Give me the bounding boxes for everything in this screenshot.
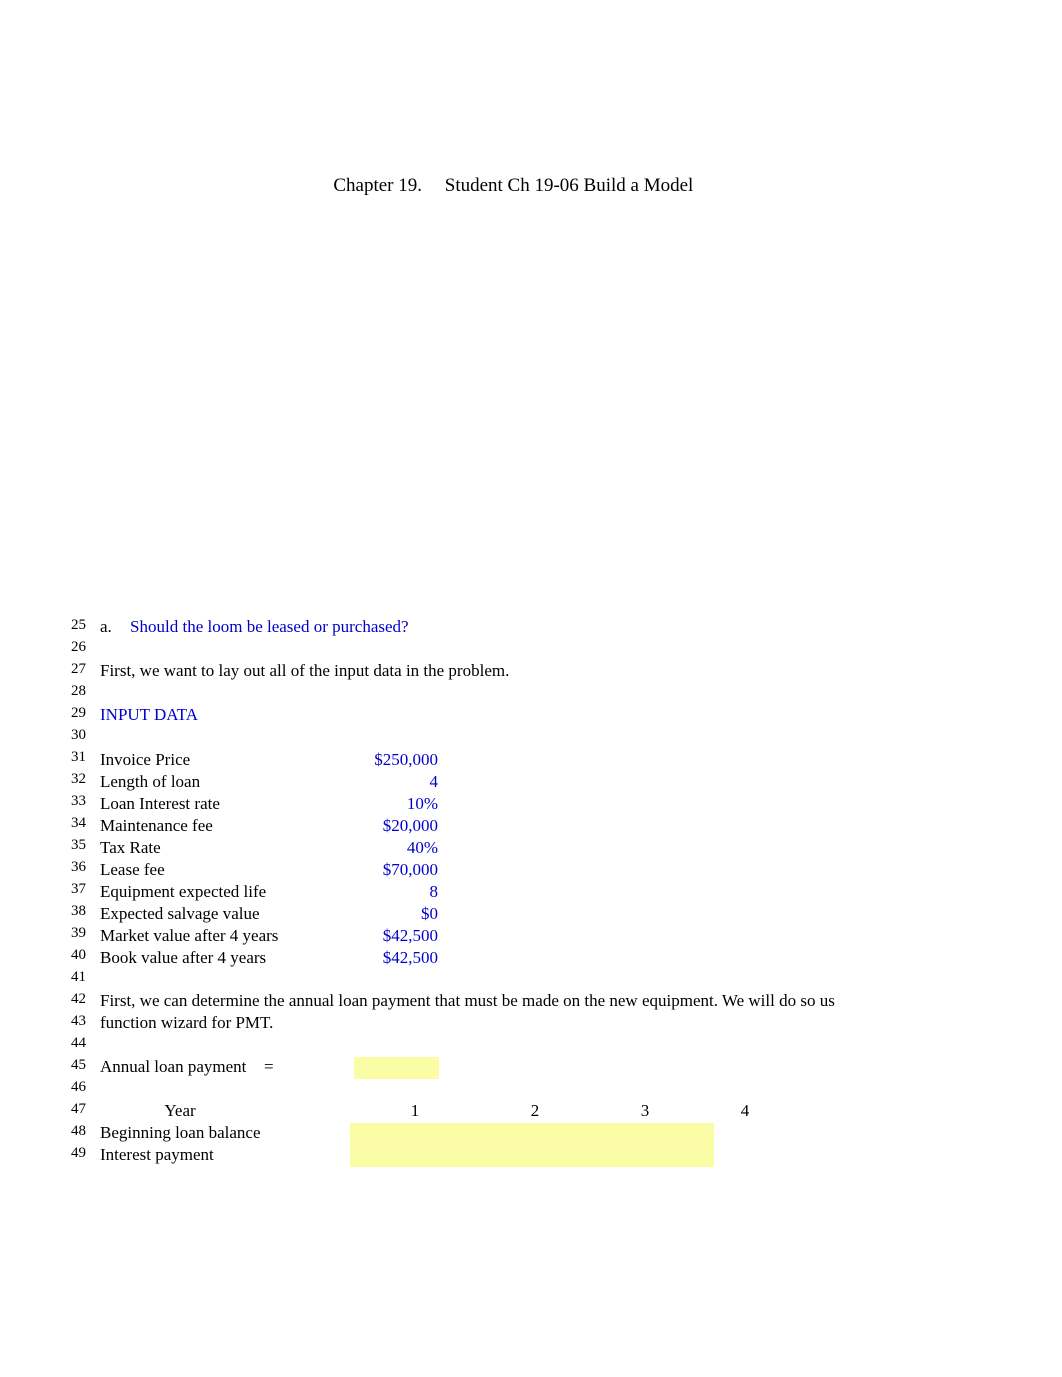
row-number: 29 xyxy=(54,705,86,722)
row-number: 28 xyxy=(54,683,86,700)
row-number: 42 xyxy=(54,991,86,1008)
spreadsheet-page: Chapter 19. Student Ch 19-06 Build a Mod… xyxy=(0,0,1062,1377)
input-row: Invoice Price$250,000 xyxy=(100,749,440,771)
input-label: Length of loan xyxy=(100,771,350,793)
input-label: Equipment expected life xyxy=(100,881,350,903)
input-label: Lease fee xyxy=(100,859,350,881)
year-column-header: 4 xyxy=(700,1101,790,1121)
section-input-data: INPUT DATA xyxy=(100,705,1002,725)
input-row: Expected salvage value$0 xyxy=(100,903,440,925)
question-letter: a. xyxy=(100,617,112,636)
pmt-text-line1: First, we can determine the annual loan … xyxy=(100,991,1002,1011)
row-number: 27 xyxy=(54,661,86,678)
row-number: 44 xyxy=(54,1035,86,1052)
year-label: Year xyxy=(100,1101,260,1121)
input-row: Equipment expected life8 xyxy=(100,881,440,903)
row-number: 46 xyxy=(54,1079,86,1096)
input-row: Length of loan4 xyxy=(100,771,440,793)
row-number: 39 xyxy=(54,925,86,942)
annual-loan-payment-label: Annual loan payment xyxy=(100,1057,260,1077)
row-number: 38 xyxy=(54,903,86,920)
row-number: 31 xyxy=(54,749,86,766)
input-label: Invoice Price xyxy=(100,749,350,771)
row-number: 40 xyxy=(54,947,86,964)
input-row: Lease fee$70,000 xyxy=(100,859,440,881)
year-column-header: 1 xyxy=(370,1101,460,1121)
year-column-header: 3 xyxy=(600,1101,690,1121)
input-value: $20,000 xyxy=(350,815,440,837)
inputs-table: Invoice Price$250,000Length of loan4Loan… xyxy=(100,749,440,969)
input-label: Tax Rate xyxy=(100,837,350,859)
input-value: 40% xyxy=(350,837,440,859)
row-number: 33 xyxy=(54,793,86,810)
year-column-header: 2 xyxy=(490,1101,580,1121)
input-row: Loan Interest rate10% xyxy=(100,793,440,815)
row-number: 26 xyxy=(54,639,86,656)
row-number: 30 xyxy=(54,727,86,744)
row-number: 36 xyxy=(54,859,86,876)
input-label: Maintenance fee xyxy=(100,815,350,837)
input-value: 8 xyxy=(350,881,440,903)
input-data-table: Invoice Price$250,000Length of loan4Loan… xyxy=(100,749,1002,969)
input-label: Expected salvage value xyxy=(100,903,350,925)
row-number: 49 xyxy=(54,1145,86,1162)
input-value: $42,500 xyxy=(350,947,440,969)
pmt-text-line2: function wizard for PMT. xyxy=(100,1013,1002,1033)
interest-payment-cells[interactable] xyxy=(350,1145,714,1167)
equals-sign: = xyxy=(264,1057,294,1077)
input-row: Tax Rate40% xyxy=(100,837,440,859)
annual-loan-payment-cell[interactable] xyxy=(354,1057,439,1079)
row-number: 37 xyxy=(54,881,86,898)
row-number: 34 xyxy=(54,815,86,832)
input-value: $42,500 xyxy=(350,925,440,947)
input-row: Book value after 4 years$42,500 xyxy=(100,947,440,969)
input-label: Market value after 4 years xyxy=(100,925,350,947)
row-number: 48 xyxy=(54,1123,86,1140)
row-number: 41 xyxy=(54,969,86,986)
annual-loan-payment-row: Annual loan payment = xyxy=(100,1057,1002,1077)
question-text: Should the loom be leased or purchased? xyxy=(130,617,409,636)
input-value: $0 xyxy=(350,903,440,925)
intro-text: First, we want to lay out all of the inp… xyxy=(100,661,1002,681)
row-number: 45 xyxy=(54,1057,86,1074)
input-label: Loan Interest rate xyxy=(100,793,350,815)
input-value: $70,000 xyxy=(350,859,440,881)
page-title: Student Ch 19-06 Build a Model xyxy=(445,175,694,197)
input-value: 10% xyxy=(350,793,440,815)
beginning-balance-cells[interactable] xyxy=(350,1123,714,1145)
question-a: a. Should the loom be leased or purchase… xyxy=(100,617,1002,637)
input-label: Book value after 4 years xyxy=(100,947,350,969)
row-number: 25 xyxy=(54,617,86,634)
input-row: Market value after 4 years$42,500 xyxy=(100,925,440,947)
row-number: 35 xyxy=(54,837,86,854)
chapter-label: Chapter 19. xyxy=(100,175,440,197)
input-value: 4 xyxy=(350,771,440,793)
page-header: Chapter 19. Student Ch 19-06 Build a Mod… xyxy=(100,175,1002,197)
input-value: $250,000 xyxy=(350,749,440,771)
row-number: 32 xyxy=(54,771,86,788)
row-number: 47 xyxy=(54,1101,86,1118)
input-row: Maintenance fee$20,000 xyxy=(100,815,440,837)
row-number: 43 xyxy=(54,1013,86,1030)
